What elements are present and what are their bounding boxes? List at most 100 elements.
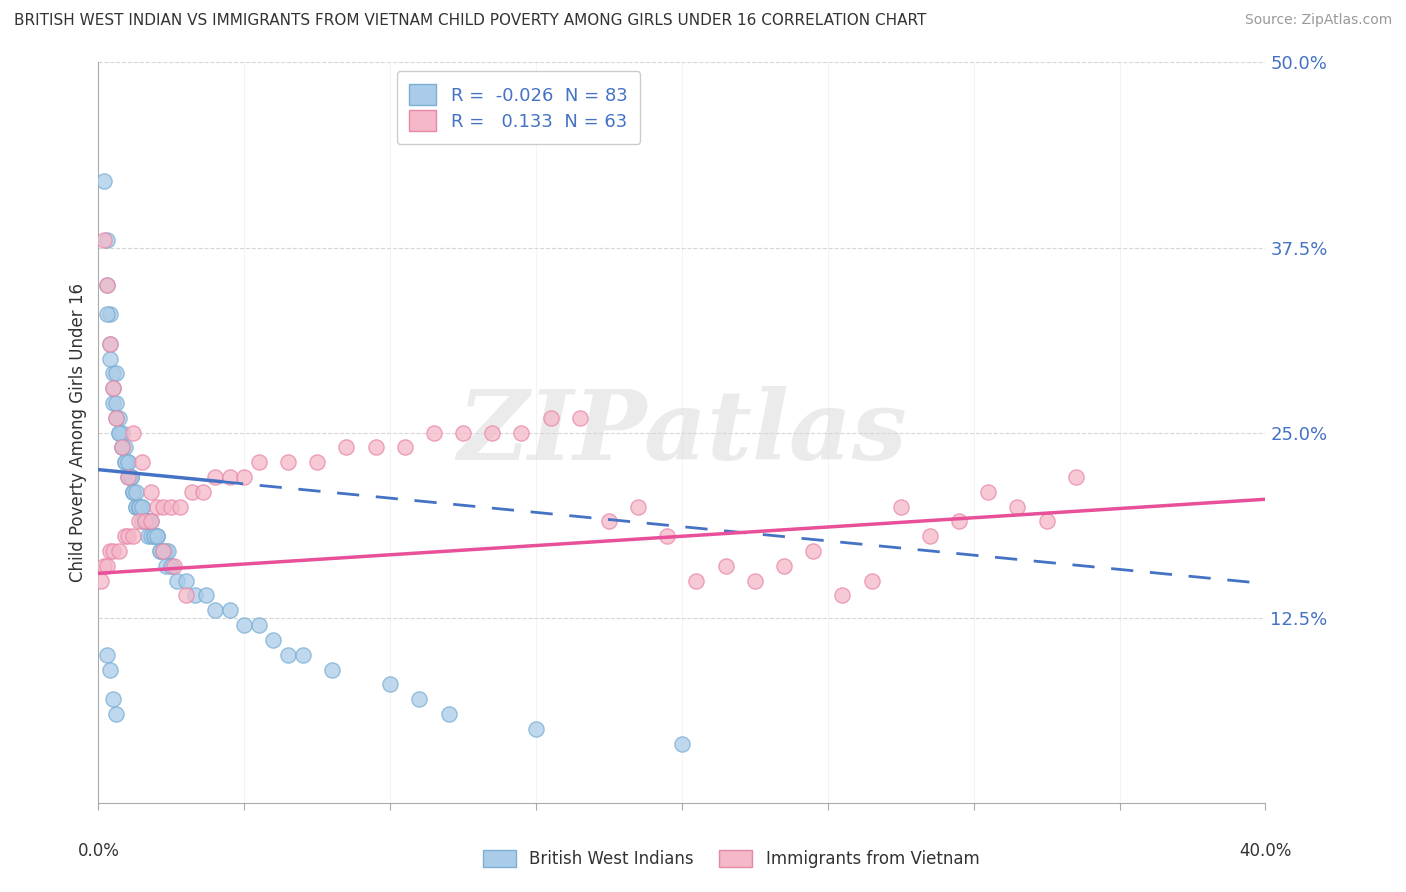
Point — [152, 544, 174, 558]
Point — [101, 381, 124, 395]
Point — [169, 500, 191, 514]
Point — [139, 515, 162, 529]
Point — [180, 484, 202, 499]
Point — [90, 574, 112, 588]
Point — [481, 425, 503, 440]
Point — [262, 632, 284, 647]
Y-axis label: Child Poverty Among Girls Under 16: Child Poverty Among Girls Under 16 — [69, 283, 87, 582]
Point — [218, 603, 240, 617]
Text: Source: ZipAtlas.com: Source: ZipAtlas.com — [1244, 13, 1392, 28]
Point — [125, 500, 148, 514]
Point — [437, 706, 460, 721]
Point — [134, 515, 156, 529]
Point — [291, 648, 314, 662]
Point — [131, 500, 153, 514]
Point — [671, 737, 693, 751]
Point — [120, 470, 142, 484]
Point — [394, 441, 416, 455]
Point — [890, 500, 912, 514]
Point — [117, 470, 139, 484]
Point — [108, 410, 131, 425]
Point — [307, 455, 329, 469]
Point — [204, 470, 226, 484]
Point — [101, 544, 124, 558]
Point — [146, 529, 169, 543]
Point — [160, 500, 183, 514]
Point — [152, 544, 174, 558]
Point — [128, 500, 150, 514]
Point — [120, 470, 142, 484]
Point — [104, 706, 127, 721]
Legend: R =  -0.026  N = 83, R =   0.133  N = 63: R = -0.026 N = 83, R = 0.133 N = 63 — [396, 71, 640, 144]
Point — [451, 425, 474, 440]
Point — [568, 410, 591, 425]
Point — [101, 692, 124, 706]
Point — [335, 441, 357, 455]
Point — [122, 484, 145, 499]
Point — [136, 515, 159, 529]
Point — [598, 515, 620, 529]
Point — [111, 441, 134, 455]
Point — [155, 544, 177, 558]
Point — [157, 544, 180, 558]
Point — [166, 574, 188, 588]
Point — [111, 441, 134, 455]
Point — [160, 558, 183, 573]
Point — [510, 425, 533, 440]
Point — [540, 410, 562, 425]
Point — [155, 558, 177, 573]
Point — [139, 529, 162, 543]
Point — [149, 544, 172, 558]
Point — [139, 515, 162, 529]
Point — [125, 500, 148, 514]
Point — [277, 455, 299, 469]
Point — [98, 307, 121, 321]
Point — [247, 455, 270, 469]
Point — [134, 515, 156, 529]
Point — [142, 529, 165, 543]
Point — [977, 484, 1000, 499]
Point — [918, 529, 941, 543]
Point — [218, 470, 240, 484]
Point — [142, 529, 165, 543]
Point — [136, 515, 159, 529]
Point — [101, 396, 124, 410]
Point — [744, 574, 766, 588]
Point — [1035, 515, 1057, 529]
Point — [1007, 500, 1029, 514]
Point — [714, 558, 737, 573]
Point — [408, 692, 430, 706]
Point — [108, 425, 131, 440]
Point — [146, 529, 169, 543]
Point — [111, 425, 134, 440]
Point — [96, 233, 118, 247]
Point — [108, 544, 131, 558]
Point — [122, 484, 145, 499]
Point — [247, 618, 270, 632]
Point — [117, 470, 139, 484]
Point — [134, 515, 156, 529]
Point — [423, 425, 446, 440]
Point — [524, 722, 547, 736]
Point — [114, 455, 136, 469]
Point — [104, 396, 127, 410]
Point — [160, 558, 183, 573]
Point — [128, 500, 150, 514]
Point — [93, 233, 115, 247]
Point — [146, 500, 169, 514]
Point — [98, 336, 121, 351]
Point — [831, 589, 853, 603]
Point — [122, 484, 145, 499]
Point — [131, 500, 153, 514]
Point — [96, 648, 118, 662]
Point — [104, 410, 127, 425]
Point — [125, 484, 148, 499]
Point — [152, 544, 174, 558]
Text: 40.0%: 40.0% — [1239, 842, 1292, 860]
Point — [131, 515, 153, 529]
Point — [104, 367, 127, 381]
Point — [146, 529, 169, 543]
Point — [93, 174, 115, 188]
Point — [117, 455, 139, 469]
Text: ZIPatlas: ZIPatlas — [457, 385, 907, 480]
